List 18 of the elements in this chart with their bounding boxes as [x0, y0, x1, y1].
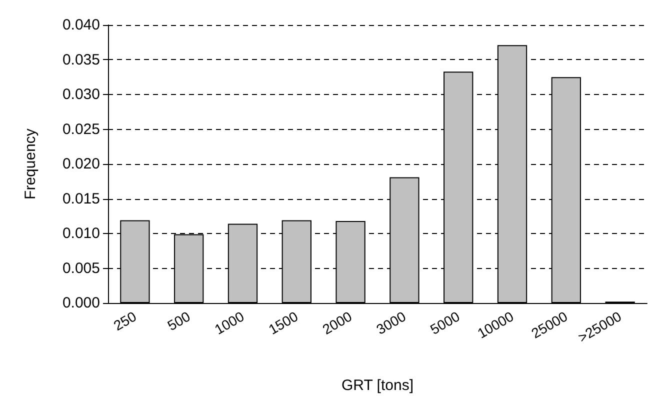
y-tick-label: 0.005: [62, 260, 100, 277]
x-tick-label: 500: [164, 308, 194, 334]
x-tick-label: 1000: [212, 308, 247, 338]
y-tick-label: 0.010: [62, 225, 100, 242]
x-axis-title: GRT [tons]: [342, 377, 414, 394]
x-tick-label: 2000: [320, 308, 355, 338]
y-axis-title: Frequency: [22, 128, 39, 200]
x-tick-label: 3000: [373, 308, 409, 338]
x-tick-label: 250: [110, 308, 140, 334]
x-tick-label: 1500: [266, 308, 301, 338]
y-tick-label: 0.000: [62, 294, 100, 312]
y-tick-label: 0.015: [62, 190, 100, 208]
y-tick-label: 0.020: [62, 156, 100, 172]
y-tick-label: 0.025: [62, 120, 100, 138]
x-tick-label: 5000: [427, 308, 463, 338]
y-tick-label: 0.040: [62, 16, 100, 34]
y-tick-label: 0.035: [62, 51, 100, 68]
y-tick-label: 0.030: [62, 86, 100, 103]
